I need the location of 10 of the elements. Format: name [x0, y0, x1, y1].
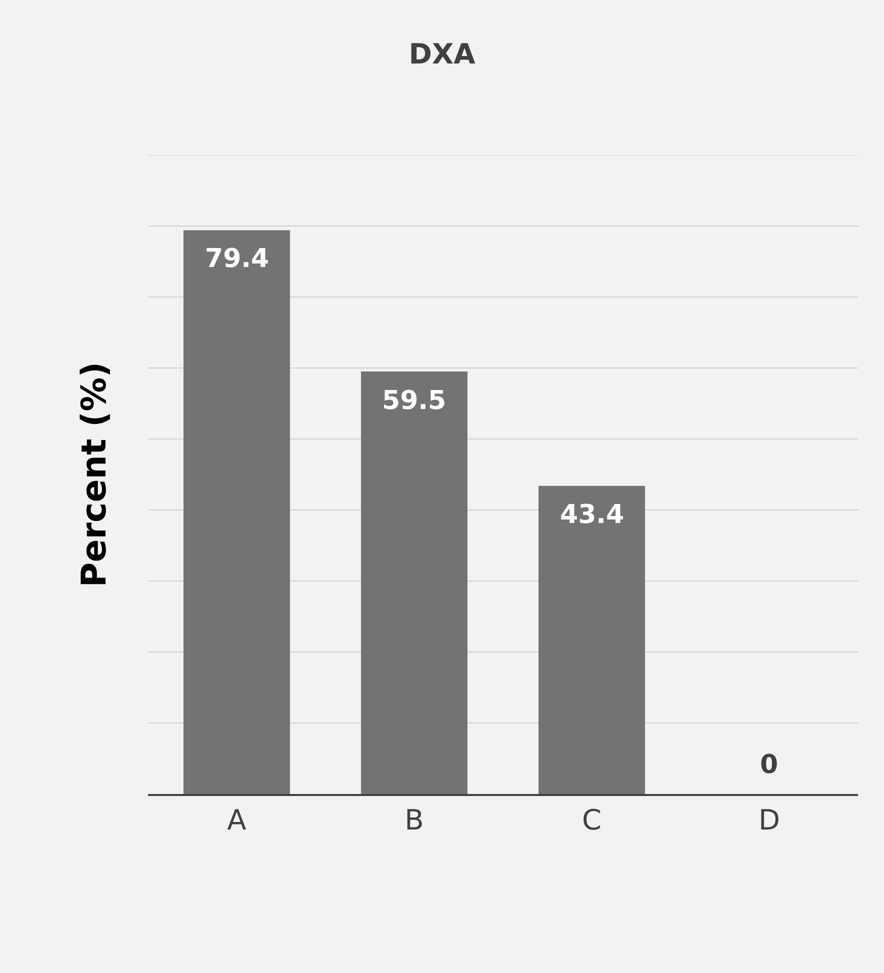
data-label: 79.4: [205, 244, 270, 274]
chart-title: DXA: [408, 37, 476, 70]
y-axis-title: Percent (%): [74, 362, 115, 588]
x-tick-label: D: [758, 804, 780, 837]
x-tick-label: A: [227, 804, 246, 837]
x-tick-label: B: [404, 804, 424, 837]
data-label: 43.4: [560, 500, 624, 530]
data-label: 59.5: [382, 386, 446, 416]
x-tick-label: C: [582, 804, 602, 837]
data-label: 0: [760, 750, 778, 780]
